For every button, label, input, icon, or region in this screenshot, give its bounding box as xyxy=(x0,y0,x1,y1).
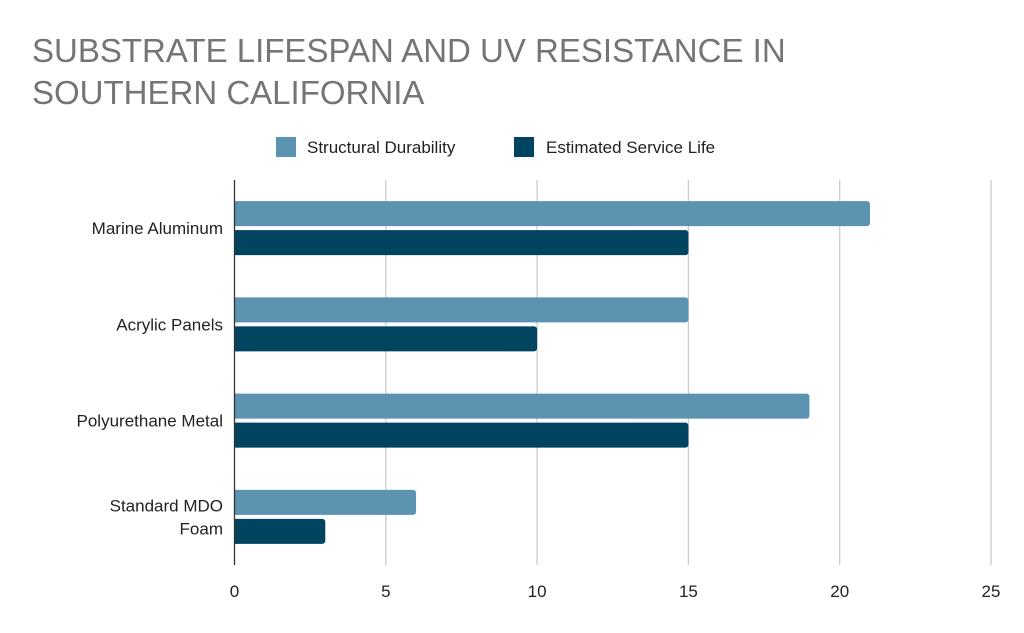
bar xyxy=(234,489,417,515)
x-tick-label: 10 xyxy=(528,582,547,601)
category-label: Standard MDO Foam xyxy=(110,496,223,538)
category-label: Marine Aluminum xyxy=(92,219,223,238)
x-tick-label: 20 xyxy=(830,582,849,601)
x-tick-label: 5 xyxy=(381,582,390,601)
bar-edge xyxy=(234,518,239,544)
legend-label: Structural Durability xyxy=(307,138,456,157)
category-label: Polyurethane Metal xyxy=(77,412,223,431)
bar-edge xyxy=(234,201,239,227)
chart-title: SUBSTRATE LIFESPAN AND UV RESISTANCE IN … xyxy=(32,32,786,111)
bar xyxy=(234,393,810,419)
bar-edge xyxy=(234,230,239,256)
bars xyxy=(234,201,870,544)
bar-edge xyxy=(234,422,239,448)
legend: Structural Durability Estimated Service L… xyxy=(276,137,715,157)
bar-edge xyxy=(234,489,239,515)
bar xyxy=(234,230,689,256)
legend-label: Estimated Service Life xyxy=(546,138,715,157)
bar xyxy=(234,422,689,448)
category-labels: Marine Aluminum Acrylic Panels Polyurethan… xyxy=(77,219,223,538)
bar xyxy=(234,201,870,227)
x-tick-label: 15 xyxy=(679,582,698,601)
bar xyxy=(234,326,538,352)
category-label: Acrylic Panels xyxy=(116,315,223,334)
bar xyxy=(234,518,326,544)
bar-edge xyxy=(234,326,239,352)
legend-swatch xyxy=(276,137,296,157)
x-tick-label: 25 xyxy=(982,582,1001,601)
legend-swatch xyxy=(514,137,534,157)
x-tick-label: 0 xyxy=(230,582,239,601)
bar-edge xyxy=(234,297,239,323)
bar xyxy=(234,297,689,323)
bar-edge xyxy=(234,393,239,419)
x-tick-labels: 0 5 10 15 20 25 xyxy=(230,582,1001,601)
